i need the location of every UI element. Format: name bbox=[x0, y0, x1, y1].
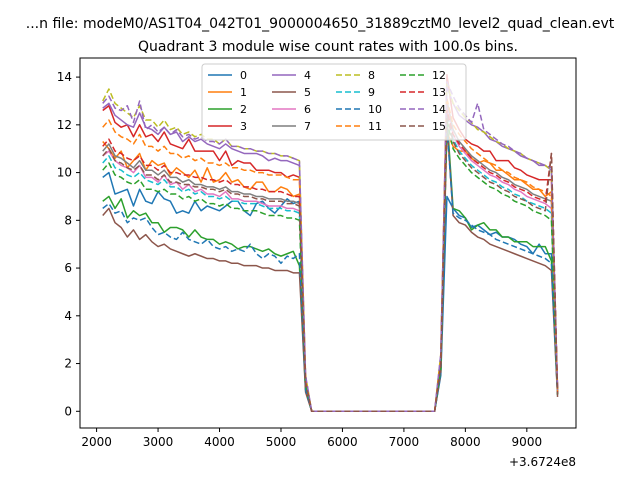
legend-label-1: 1 bbox=[240, 86, 247, 99]
series-line-9 bbox=[102, 112, 559, 413]
y-tick-label: 8 bbox=[64, 213, 72, 227]
x-tick-label: 5000 bbox=[266, 435, 297, 449]
legend-label-9: 9 bbox=[368, 86, 375, 99]
legend-label-3: 3 bbox=[240, 120, 247, 133]
legend-label-6: 6 bbox=[304, 103, 311, 116]
legend-label-12: 12 bbox=[432, 69, 446, 82]
legend-label-7: 7 bbox=[304, 120, 311, 133]
plot-area-frame bbox=[79, 57, 577, 429]
series-line-0 bbox=[102, 171, 559, 413]
x-tick-label: 3000 bbox=[143, 435, 174, 449]
series-line-12 bbox=[102, 119, 559, 413]
y-axis: 0 2 4 6 8 10 12 14 bbox=[57, 70, 80, 418]
series-line-7 bbox=[102, 100, 559, 413]
legend-label-15: 15 bbox=[432, 120, 446, 133]
legend-label-14: 14 bbox=[432, 103, 446, 116]
y-tick-label: 12 bbox=[57, 118, 72, 132]
y-tick-label: 2 bbox=[64, 357, 72, 371]
x-tick-label: 8000 bbox=[450, 435, 481, 449]
series-line-10 bbox=[102, 126, 559, 413]
figure-suptitle: ...n file: modeM0/AS1T04_042T01_90000046… bbox=[26, 16, 615, 32]
legend-label-0: 0 bbox=[240, 69, 247, 82]
x-tick-label: 6000 bbox=[327, 435, 358, 449]
y-tick-label: 10 bbox=[57, 166, 72, 180]
y-tick-label: 0 bbox=[64, 404, 72, 418]
legend-label-13: 13 bbox=[432, 86, 446, 99]
y-tick-label: 6 bbox=[64, 261, 72, 275]
chart-title: Quadrant 3 module wise count rates with … bbox=[138, 39, 518, 55]
x-axis-offset-label: +3.6724e8 bbox=[509, 455, 576, 469]
y-tick-label: 14 bbox=[57, 70, 72, 84]
legend-frame bbox=[201, 63, 467, 141]
legend-label-5: 5 bbox=[304, 86, 311, 99]
x-tick-label: 9000 bbox=[512, 435, 543, 449]
x-tick-label: 2000 bbox=[81, 435, 112, 449]
legend-label-2: 2 bbox=[240, 103, 247, 116]
series-line-13 bbox=[102, 109, 559, 413]
x-tick-label: 7000 bbox=[389, 435, 420, 449]
legend-label-4: 4 bbox=[304, 69, 311, 82]
legend-label-11: 11 bbox=[368, 120, 382, 133]
series-line-15 bbox=[102, 114, 559, 413]
legend-label-8: 8 bbox=[368, 69, 375, 82]
series-line-2 bbox=[102, 114, 559, 413]
x-axis: 2000 3000 4000 5000 6000 7000 8000 9000 bbox=[81, 428, 542, 449]
x-tick-label: 4000 bbox=[204, 435, 235, 449]
series-layer bbox=[102, 73, 559, 413]
series-line-5 bbox=[102, 121, 559, 413]
y-tick-label: 4 bbox=[64, 309, 72, 323]
series-line-11 bbox=[102, 97, 559, 413]
legend-label-10: 10 bbox=[368, 103, 382, 116]
